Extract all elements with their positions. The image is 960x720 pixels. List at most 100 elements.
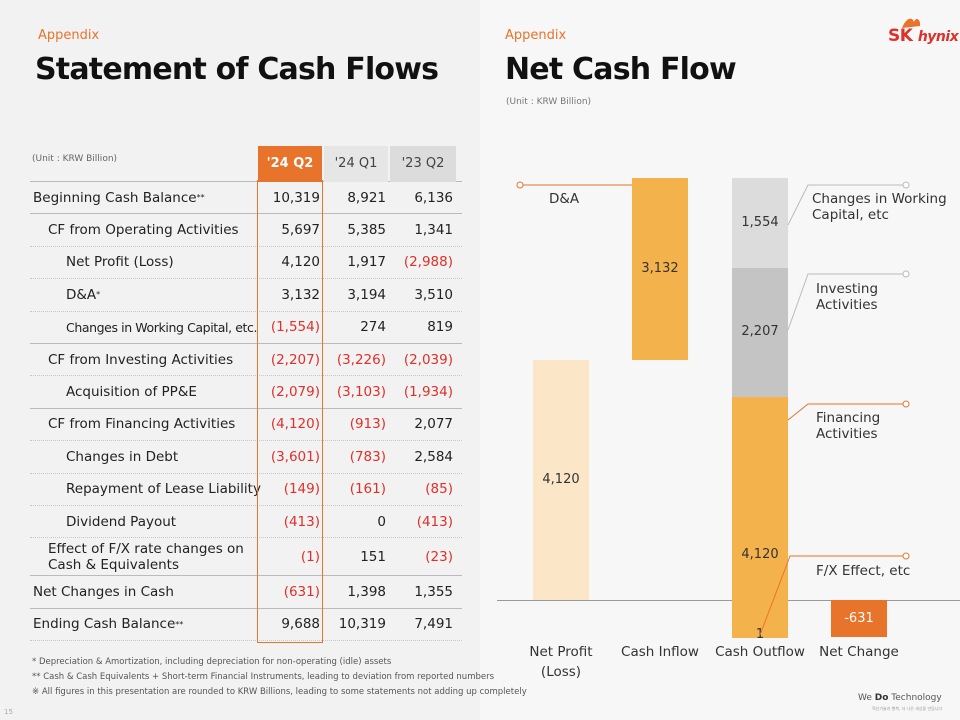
bar-label-cash-inflow: 3,132 [641,260,679,276]
logo-sk: SK [888,26,913,46]
bar-outflow-financing [732,396,788,637]
table-row: Changes in Debt (3,601) (783) 2,584 [30,441,462,474]
row-value: (2,988) [403,254,453,271]
row-value: (161) [349,481,386,498]
bar-label-outflow-investing: 2,207 [741,324,779,340]
row-value: 3,194 [347,286,386,303]
row-label-text: CF from Financing Activities [48,416,236,433]
logo-hynix: hynix [917,29,959,45]
row-value: 1,398 [347,583,386,600]
row-label: CF from Investing Activities [48,344,233,375]
row-value: (23) [425,548,453,565]
row-value: (149) [283,481,320,498]
row-value: (1,934) [403,384,453,401]
tagline-bold: Do [874,693,889,703]
row-label-text: Beginning Cash Balance [33,189,197,206]
row-label-text: CF from Operating Activities [48,222,239,239]
row-value: (2,079) [270,384,320,401]
row-value: 6,136 [414,189,453,206]
cash-flow-table: (Unit : KRW Billion) '24 Q2 '24 Q1 '23 Q… [30,146,462,642]
table-row: Net Changes in Cash (631) 1,398 1,355 [30,576,462,609]
annotation-working-capital: Changes in Working Capital, etc [812,191,947,223]
bar-label-net-profit: 4,120 [542,472,580,487]
table-row: Net Profit (Loss) 4,120 1,917 (2,988) [30,247,462,280]
tagline-pre: We [858,693,875,703]
footnotes: * Depreciation & Amortization, including… [32,655,527,700]
row-value: 10,319 [338,616,386,633]
row-label-text: Dividend Payout [66,513,177,530]
row-value: 3,510 [414,286,453,303]
annotation-da: D&A [549,191,580,207]
row-label: CF from Financing Activities [48,409,235,440]
row-label-text: Ending Cash Balance [33,616,176,633]
row-label: Ending Cash Balance ** [33,609,183,640]
row-label: Dividend Payout [66,506,176,537]
row-value: 2,077 [414,416,453,433]
footnote-1: * Depreciation & Amortization, including… [32,657,392,667]
chart-unit: (Unit : KRW Billion) [506,97,592,107]
header-23q2: '23 Q2 [390,146,456,182]
row-value: 1,355 [414,583,453,600]
row-value: (3,226) [336,351,386,368]
table-row: Acquisition of PP&E (2,079) (3,103) (1,934) [30,376,462,409]
row-value: 8,921 [347,189,386,206]
row-label: Changes in Debt [66,441,178,472]
left-section-label: Appendix [38,28,100,43]
row-label: Repayment of Lease Liability [66,474,261,505]
row-value: (1,554) [270,319,320,336]
annotation-investing: Investing Activities [816,281,879,313]
row-label-text: Acquisition of PP&E [66,384,197,401]
row-label-text: Net Changes in Cash [33,583,174,600]
x-label-net-profit: Net Profit (Loss) [529,644,593,680]
butterfly-logo-icon [902,18,921,28]
row-value: 1,917 [347,254,386,271]
row-label: CF from Operating Activities [48,214,239,245]
row-value: 1,341 [414,222,453,239]
bar-outflow-working-capital [732,177,788,269]
table-row: CF from Operating Activities 5,697 5,385 1,… [30,214,462,247]
row-label-text: Repayment of Lease Liability [66,481,261,498]
table-row: Effect of F/X rate changes on Cash & Equ… [30,538,462,577]
table-row: D&A * 3,132 3,194 3,510 [30,279,462,312]
bar-net-profit [533,360,589,600]
footnote-2: ** Cash & Cash Equivalents + Short-term … [32,672,495,682]
row-value: 5,385 [347,222,386,239]
row-label: Beginning Cash Balance ** [33,182,205,213]
table-row: Ending Cash Balance ** 9,688 10,319 7,491 [30,609,462,642]
x-label-net-change: Net Change [819,644,899,660]
row-value: 9,688 [281,616,320,633]
footnote-3: ※ All figures in this presentation are r… [32,687,527,697]
row-label-text: CF from Investing Activities [48,351,234,368]
table-row: Repayment of Lease Liability (149) (161) (8… [30,474,462,506]
annotation-fx: F/X Effect, etc [816,563,911,579]
bar-label-outflow-fx: 1 [755,627,765,642]
row-value: (85) [425,481,453,498]
row-value: (2,207) [270,351,320,368]
tagline-post: Technology [888,693,942,703]
row-value: 5,697 [281,222,320,239]
sk-hynix-logo: SK hynix [888,18,959,46]
table-row: Beginning Cash Balance ** 10,319 8,921 6,136 [30,182,462,215]
table-row: CF from Financing Activities (4,120) (913)… [30,409,462,442]
bar-outflow-fx [732,636,788,638]
header-24q2: '24 Q2 [258,146,322,182]
left-page-title: Statement of Cash Flows [35,52,439,87]
annotation-financing: Financing Activities [816,410,881,442]
right-page-title: Net Cash Flow [505,52,737,87]
row-value: 274 [360,319,386,336]
row-value: (913) [349,416,386,433]
right-section-label: Appendix [505,28,567,43]
row-value: (413) [416,513,453,530]
bar-label-outflow-working-capital: 1,554 [741,214,779,230]
row-label: Net Changes in Cash [33,576,174,607]
row-label-footnote-mark: * [96,290,101,300]
table-header: (Unit : KRW Billion) '24 Q2 '24 Q1 '23 Q… [30,146,462,182]
row-value: (631) [283,583,320,600]
tagline-sub: 혁신기술과 행복, 더 나은 세상을 만듭니다 [872,706,943,711]
row-label: Net Profit (Loss) [66,247,174,278]
row-value: 3,132 [281,286,320,303]
row-value: 7,491 [414,616,453,633]
row-label: D&A * [66,279,100,310]
x-label-cash-inflow: Cash Inflow [621,644,699,660]
tagline: We Do Technology [858,693,942,703]
